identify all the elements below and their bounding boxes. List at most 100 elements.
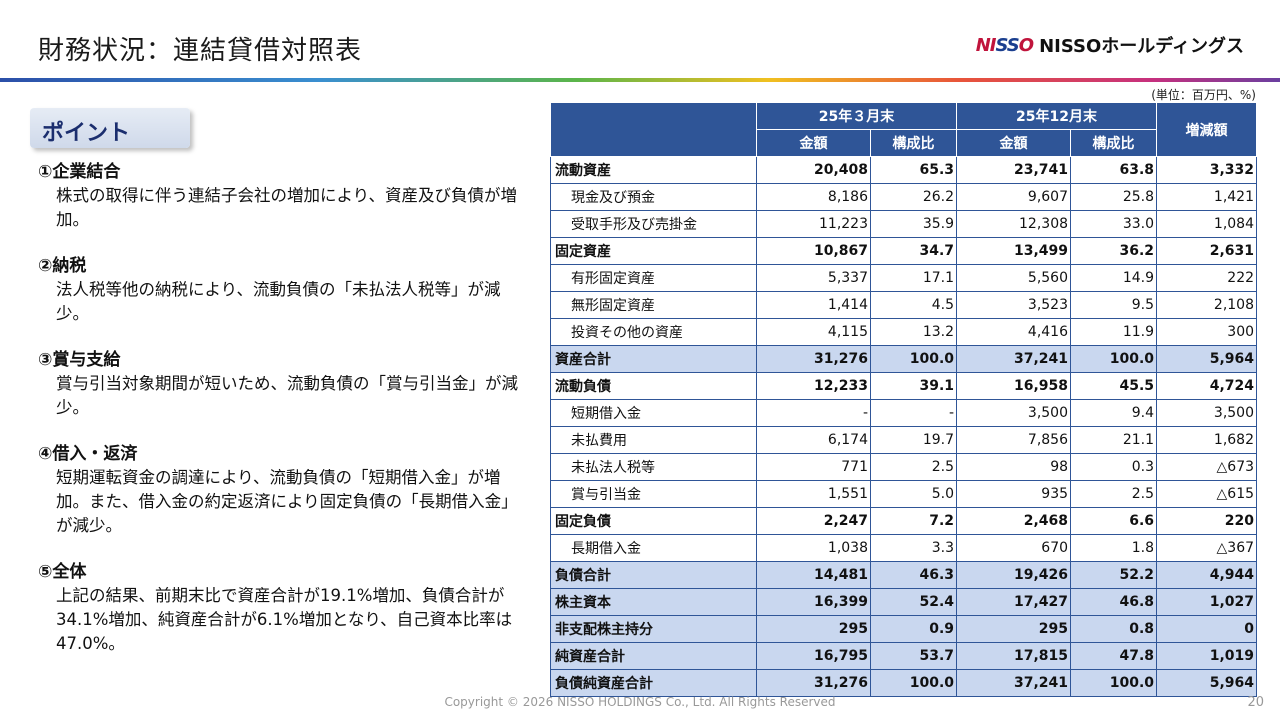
ratio-dec: 21.1 <box>1070 426 1158 454</box>
ratio-dec: 36.2 <box>1070 237 1158 265</box>
change-amount: △673 <box>1156 453 1258 481</box>
point-heading: ⑤全体 <box>38 562 87 582</box>
change-amount: 1,019 <box>1156 642 1258 670</box>
amount-mar: 16,399 <box>756 588 871 616</box>
amount-dec: 3,500 <box>956 399 1072 427</box>
table-row: 無形固定資産 1,414 4.5 3,523 9.5 2,108 <box>550 291 1258 319</box>
point-label-box: ポイント <box>30 108 190 148</box>
amount-dec: 37,241 <box>956 345 1072 373</box>
ratio-mar: 46.3 <box>869 561 958 589</box>
ratio-mar: 3.3 <box>869 534 958 562</box>
table-row: 株主資本 16,399 52.4 17,427 46.8 1,027 <box>550 588 1258 616</box>
table-row: 純資産合計 16,795 53.7 17,815 47.8 1,019 <box>550 642 1258 670</box>
ratio-dec: 14.9 <box>1070 264 1158 292</box>
table-row: 固定資産 10,867 34.7 13,499 36.2 2,631 <box>550 237 1258 265</box>
point-item: ④借入・返済 短期運転資金の調達により、流動負債の「短期借入金」が増加。また、借… <box>38 442 528 538</box>
amount-mar: 6,174 <box>756 426 871 454</box>
table-row: 負債純資産合計 31,276 100.0 37,241 100.0 5,964 <box>550 669 1258 697</box>
points-list: ①企業結合 株式の取得に伴う連結子会社の増加により、資産及び負債が増加。 ②納税… <box>38 160 528 678</box>
point-text: 法人税等他の納税により、流動負債の「未払法人税等」が減少。 <box>56 280 501 323</box>
amount-mar: 1,414 <box>756 291 871 319</box>
amount-dec: 98 <box>956 453 1072 481</box>
change-amount: △615 <box>1156 480 1258 508</box>
row-label: 資産合計 <box>550 345 757 373</box>
ratio-mar: - <box>869 399 958 427</box>
ratio-dec: 52.2 <box>1070 561 1158 589</box>
table-row: 短期借入金 - -3,500 9.4 3,500 <box>550 399 1258 427</box>
page-number: 20 <box>1247 695 1264 710</box>
header-period-dec: 25年12月末 <box>956 102 1158 130</box>
table-row: 有形固定資産 5,337 17.1 5,560 14.9 222 <box>550 264 1258 292</box>
company-logo: NISSO NISSOホールディングス <box>976 32 1244 58</box>
change-amount: 4,944 <box>1156 561 1258 589</box>
point-heading: ③賞与支給 <box>38 350 121 370</box>
point-text: 賞与引当対象期間が短いため、流動負債の「賞与引当金」が減少。 <box>56 374 518 417</box>
row-label: 無形固定資産 <box>550 291 757 319</box>
row-label: 賞与引当金 <box>550 480 757 508</box>
ratio-dec: 9.4 <box>1070 399 1158 427</box>
ratio-mar: 52.4 <box>869 588 958 616</box>
ratio-dec: 2.5 <box>1070 480 1158 508</box>
ratio-dec: 25.8 <box>1070 183 1158 211</box>
ratio-dec: 0.8 <box>1070 615 1158 643</box>
row-label: 受取手形及び売掛金 <box>550 210 757 238</box>
header-amount: 金額 <box>956 129 1072 157</box>
row-label: 負債合計 <box>550 561 757 589</box>
amount-dec: 23,741 <box>956 156 1072 184</box>
amount-dec: 17,427 <box>956 588 1072 616</box>
ratio-mar: 7.2 <box>869 507 958 535</box>
amount-dec: 3,523 <box>956 291 1072 319</box>
change-amount: 1,084 <box>1156 210 1258 238</box>
point-text: 上記の結果、前期末比で資産合計が19.1%増加、負債合計が34.1%増加、純資産… <box>56 586 513 653</box>
point-item: ②納税 法人税等他の納税により、流動負債の「未払法人税等」が減少。 <box>38 254 528 326</box>
change-amount: 2,108 <box>1156 291 1258 319</box>
ratio-mar: 19.7 <box>869 426 958 454</box>
ratio-dec: 1.8 <box>1070 534 1158 562</box>
point-item: ⑤全体 上記の結果、前期末比で資産合計が19.1%増加、負債合計が34.1%増加… <box>38 560 528 656</box>
table-row: 非支配株主持分 295 0.9 295 0.8 0 <box>550 615 1258 643</box>
row-label: 非支配株主持分 <box>550 615 757 643</box>
row-label: 株主資本 <box>550 588 757 616</box>
ratio-dec: 9.5 <box>1070 291 1158 319</box>
ratio-dec: 63.8 <box>1070 156 1158 184</box>
amount-mar: 31,276 <box>756 669 871 697</box>
point-item: ③賞与支給 賞与引当対象期間が短いため、流動負債の「賞与引当金」が減少。 <box>38 348 528 420</box>
amount-dec: 4,416 <box>956 318 1072 346</box>
change-amount: 2,631 <box>1156 237 1258 265</box>
change-amount: 1,027 <box>1156 588 1258 616</box>
ratio-dec: 45.5 <box>1070 372 1158 400</box>
point-item: ①企業結合 株式の取得に伴う連結子会社の増加により、資産及び負債が増加。 <box>38 160 528 232</box>
logo-mark: NISSO <box>975 34 1034 56</box>
page-title: 財務状況：連結貸借対照表 <box>38 36 363 66</box>
amount-dec: 12,308 <box>956 210 1072 238</box>
amount-dec: 295 <box>956 615 1072 643</box>
ratio-dec: 11.9 <box>1070 318 1158 346</box>
change-amount: 222 <box>1156 264 1258 292</box>
ratio-mar: 35.9 <box>869 210 958 238</box>
amount-mar: 11,223 <box>756 210 871 238</box>
ratio-mar: 13.2 <box>869 318 958 346</box>
amount-mar: 20,408 <box>756 156 871 184</box>
ratio-mar: 53.7 <box>869 642 958 670</box>
header-blank <box>550 102 757 157</box>
point-heading: ②納税 <box>38 256 87 276</box>
header-ratio: 構成比 <box>1070 129 1158 157</box>
amount-mar: - <box>756 399 871 427</box>
header-amount: 金額 <box>756 129 871 157</box>
amount-dec: 5,560 <box>956 264 1072 292</box>
row-label: 短期借入金 <box>550 399 757 427</box>
amount-mar: 12,233 <box>756 372 871 400</box>
row-label: 負債純資産合計 <box>550 669 757 697</box>
ratio-mar: 4.5 <box>869 291 958 319</box>
table-row: 固定負債 2,247 7.2 2,468 6.6 220 <box>550 507 1258 535</box>
ratio-mar: 0.9 <box>869 615 958 643</box>
change-amount: 220 <box>1156 507 1258 535</box>
amount-dec: 17,815 <box>956 642 1072 670</box>
row-label: 投資その他の資産 <box>550 318 757 346</box>
table-row: 未払費用 6,174 19.7 7,856 21.1 1,682 <box>550 426 1258 454</box>
amount-dec: 19,426 <box>956 561 1072 589</box>
amount-mar: 295 <box>756 615 871 643</box>
amount-mar: 1,551 <box>756 480 871 508</box>
ratio-dec: 100.0 <box>1070 345 1158 373</box>
amount-mar: 14,481 <box>756 561 871 589</box>
